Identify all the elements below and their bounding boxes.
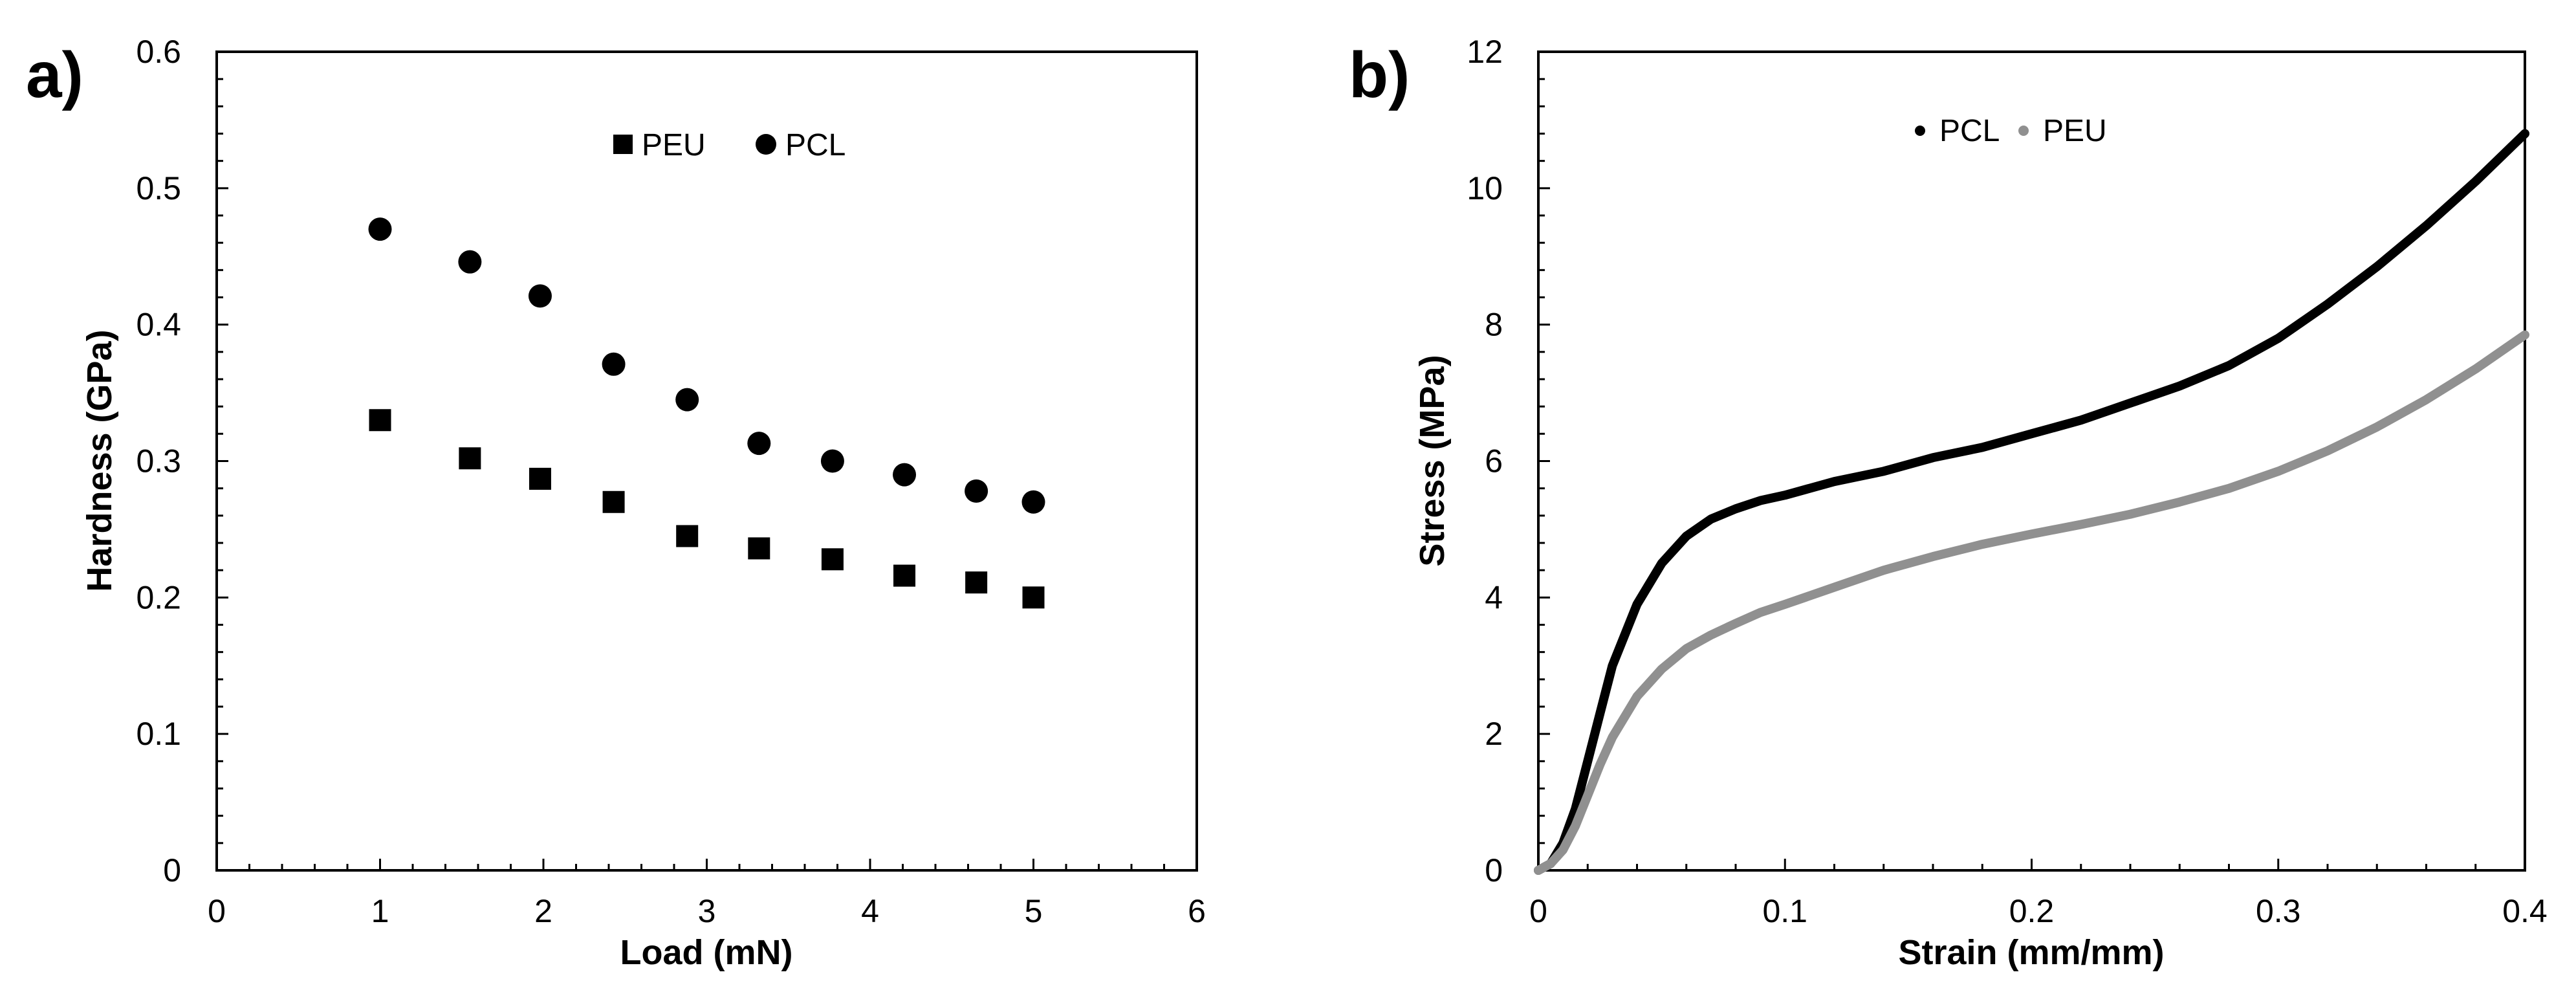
peu-data-point: [748, 537, 770, 560]
panel-b-y-axis-title: Stress (MPa): [1413, 355, 1452, 566]
y-tick-label: 0.1: [136, 716, 181, 752]
peu-series-line: [1534, 330, 2529, 875]
y-tick-label: 10: [1467, 170, 1503, 206]
legend-pcl-label: PCL: [1939, 114, 2000, 148]
x-tick-label: 3: [698, 893, 716, 929]
x-tick-label: 4: [861, 893, 879, 929]
legend-pcl-circle-marker: [756, 134, 776, 155]
x-tick-label: 0: [1529, 893, 1547, 929]
panel-a-label: a): [26, 39, 83, 111]
legend-pcl-dot-marker: [1915, 126, 1925, 136]
panel-a-y-axis-title: Hardness (GPa): [80, 329, 119, 591]
panel-a-ticks: 0 1 2 3 4 5 6 0 0.1 0.2 0.3 0.4 0.5 0.6: [136, 34, 1205, 929]
y-tick-label: 0: [1485, 852, 1503, 888]
pcl-data-point: [820, 449, 844, 473]
hardness-vs-load-chart: a) 0 1 2 3 4 5 600.10.20.30.40.50.6 Load (mN) …: [26, 34, 1206, 972]
x-tick-label: 0: [208, 893, 226, 929]
panel-a-plot-frame: [215, 50, 1198, 872]
y-tick-label: 6: [1485, 443, 1503, 479]
x-tick-label: 1: [371, 893, 389, 929]
legend-peu-dot-marker: [2018, 126, 2029, 136]
y-tick-label: 8: [1485, 307, 1503, 343]
legend-peu-square-marker: [613, 135, 633, 154]
legend-peu-label: PEU: [642, 128, 706, 162]
peu-data-point: [602, 490, 625, 513]
panel-b-ticks: 0 0.1 0.2 0.3 0.4 0 2 4 6 8 10 12: [1467, 34, 2547, 929]
y-tick-label: 12: [1467, 34, 1503, 70]
stress-vs-strain-chart: b) 0 0.1 0.2 0.3 0.4 0 2 4 6 8 10 12 Strain (mm/mm)…: [1349, 34, 2548, 972]
panel-a-marks: [368, 217, 1045, 609]
legend-pcl-label: PCL: [785, 128, 846, 162]
y-tick-label: 0.4: [136, 307, 181, 343]
pcl-data-point: [965, 479, 988, 503]
pcl-data-point: [1021, 490, 1045, 514]
pcl-data-point: [747, 432, 771, 456]
panel-b-label: b): [1349, 39, 1410, 111]
pcl-data-point: [675, 388, 699, 412]
peu-data-point: [369, 409, 391, 432]
y-tick-label: 4: [1485, 579, 1503, 615]
y-tick-label: 0.6: [136, 34, 181, 70]
x-tick-label: 0.4: [2502, 893, 2548, 929]
x-tick-label: 0.3: [2256, 893, 2301, 929]
x-tick-label: 2: [534, 893, 552, 929]
y-tick-label: 2: [1485, 716, 1503, 752]
pcl-data-point: [893, 463, 917, 487]
pcl-data-point: [528, 284, 552, 308]
legend-peu-label: PEU: [2043, 114, 2107, 148]
peu-data-point: [1022, 586, 1045, 609]
panel-b-plot-frame: [1537, 50, 2526, 872]
y-tick-label: 0: [163, 852, 181, 888]
panel-b-x-axis-title: Strain (mm/mm): [1898, 933, 2164, 972]
x-tick-label: 0.1: [1762, 893, 1807, 929]
pcl-data-point: [602, 352, 626, 376]
panel-a-x-axis-title: Load (mN): [620, 933, 793, 972]
pcl-data-point: [368, 217, 392, 241]
x-tick-label: 0.2: [2009, 893, 2055, 929]
panel-b-marks: [1534, 129, 2529, 875]
y-tick-label: 0.3: [136, 443, 181, 479]
x-tick-label: 6: [1188, 893, 1206, 929]
panel-b-legend: PCL PEU: [1915, 114, 2107, 148]
pcl-series-line: [1534, 129, 2529, 875]
peu-data-point: [459, 447, 481, 470]
peu-data-point: [965, 571, 988, 594]
peu-data-point: [676, 525, 699, 547]
peu-data-point: [893, 564, 916, 587]
panel-a-legend: PEU PCL: [613, 128, 846, 162]
y-tick-label: 0.5: [136, 170, 181, 206]
y-tick-label: 0.2: [136, 579, 181, 615]
x-tick-label: 5: [1025, 893, 1043, 929]
pcl-data-point: [458, 250, 482, 274]
peu-data-point: [821, 548, 844, 571]
peu-data-point: [529, 467, 551, 490]
